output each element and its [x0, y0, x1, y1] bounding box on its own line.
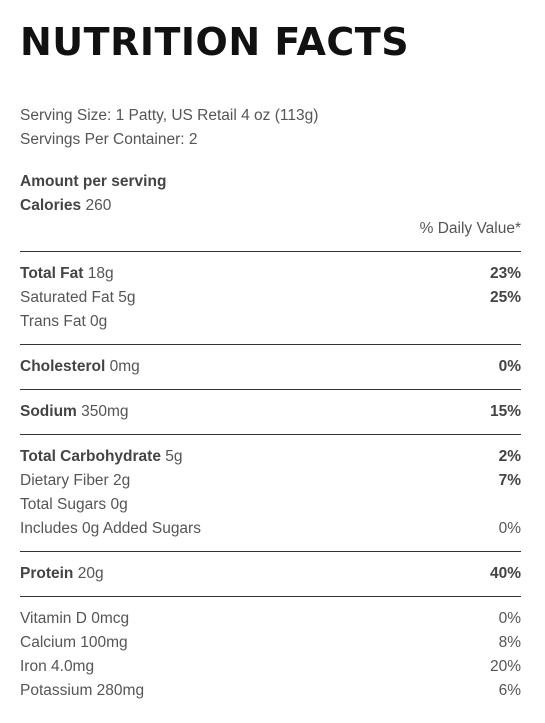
nutrient-row-total-fat: Total Fat 18g 23%: [20, 262, 521, 286]
vitamin-label: Iron 4.0mg: [20, 658, 95, 675]
nutrient-amount: 5g: [165, 448, 183, 465]
nutrient-amount: 20g: [77, 565, 104, 582]
nutrient-row-added-sugars: Includes 0g Added Sugars 0%: [20, 517, 521, 541]
vitamin-row-calcium: Calcium 100mg 8%: [20, 631, 521, 655]
nutrient-amount: 350mg: [81, 403, 129, 420]
nutrient-row-total-sugars: Total Sugars 0g: [20, 493, 521, 517]
nutrient-label: Total Fat 18g: [20, 262, 114, 286]
servings-per-container: Servings Per Container: 2: [20, 131, 198, 148]
divider: [20, 389, 521, 390]
vitamin-label: Potassium 280mg: [20, 682, 145, 699]
divider: [20, 596, 521, 597]
daily-value: 23%: [489, 265, 521, 282]
nutrient-name: Protein: [20, 565, 74, 582]
daily-value: 0%: [498, 610, 521, 627]
nutrient-name: Sodium: [20, 403, 77, 420]
calories-label: Calories: [20, 197, 82, 214]
nutrient-amount: 0mg: [109, 358, 140, 375]
nutrient-amount: 18g: [87, 265, 114, 282]
daily-value: 20%: [489, 658, 521, 675]
calories-value: 260: [85, 197, 112, 214]
nutrient-label: Dietary Fiber 2g: [20, 472, 131, 489]
nutrient-row-dietary-fiber: Dietary Fiber 2g 7%: [20, 469, 521, 493]
daily-value: 6%: [498, 682, 521, 699]
nutrient-label: Includes 0g Added Sugars: [20, 520, 201, 537]
vitamin-label: Vitamin D 0mcg: [20, 610, 130, 627]
amount-per-serving-heading: Amount per serving: [20, 173, 167, 190]
vitamin-row-vitamin-d: Vitamin D 0mcg 0%: [20, 607, 521, 631]
daily-value: 8%: [498, 634, 521, 651]
vitamin-label: Calcium 100mg: [20, 634, 128, 651]
nutrient-label: Sodium 350mg: [20, 400, 129, 424]
serving-size: Serving Size: 1 Patty, US Retail 4 oz (1…: [20, 107, 319, 124]
nutrient-name: Cholesterol: [20, 358, 106, 375]
nutrient-name: Total Fat: [20, 265, 84, 282]
vitamin-row-potassium: Potassium 280mg 6%: [20, 679, 521, 703]
daily-value: 7%: [498, 472, 521, 489]
nutrient-label: Saturated Fat 5g: [20, 289, 136, 306]
daily-value-heading: % Daily Value*: [419, 220, 521, 237]
nutrient-row-saturated-fat: Saturated Fat 5g 25%: [20, 286, 521, 310]
nutrient-row-protein: Protein 20g 40%: [20, 562, 521, 586]
nutrient-label: Total Carbohydrate 5g: [20, 445, 183, 469]
vitamin-row-iron: Iron 4.0mg 20%: [20, 655, 521, 679]
calories-row: Calories 260: [20, 194, 111, 218]
nutrient-row-trans-fat: Trans Fat 0g: [20, 310, 521, 334]
nutrient-name: Total Carbohydrate: [20, 448, 161, 465]
nutrient-row-cholesterol: Cholesterol 0mg 0%: [20, 355, 521, 379]
nutrient-row-sodium: Sodium 350mg 15%: [20, 400, 521, 424]
divider: [20, 551, 521, 552]
divider: [20, 344, 521, 345]
divider: [20, 251, 521, 252]
nutrient-label: Total Sugars 0g: [20, 496, 128, 513]
daily-value: 0%: [498, 520, 521, 537]
daily-value: 2%: [498, 448, 521, 465]
nutrient-row-total-carbohydrate: Total Carbohydrate 5g 2%: [20, 445, 521, 469]
daily-value: 0%: [498, 358, 521, 375]
nutrient-label: Trans Fat 0g: [20, 313, 108, 330]
nutrient-label: Cholesterol 0mg: [20, 355, 140, 379]
daily-value: 25%: [489, 289, 521, 306]
daily-value: 15%: [489, 403, 521, 420]
divider: [20, 434, 521, 435]
daily-value: 40%: [489, 565, 521, 582]
nutrient-label: Protein 20g: [20, 562, 104, 586]
page-title: NUTRITION FACTS: [20, 20, 410, 64]
